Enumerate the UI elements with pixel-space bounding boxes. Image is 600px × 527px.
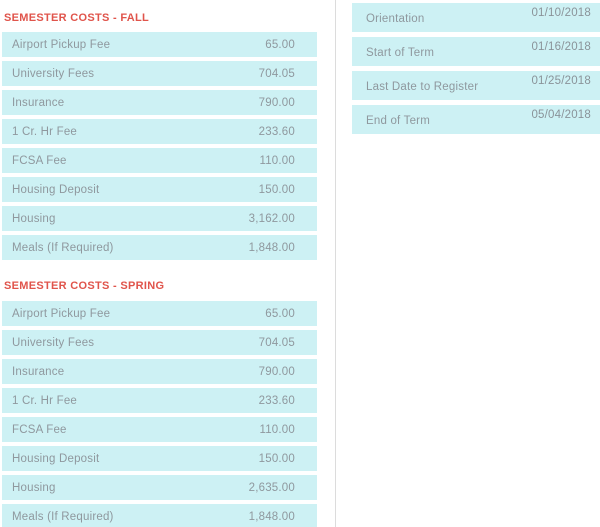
fall-section-title: SEMESTER COSTS - FALL [4, 12, 150, 24]
fee-label: Housing Deposit [12, 452, 100, 465]
date-label: Orientation [366, 13, 425, 25]
date-row: Orientation 01/10/2018 [352, 3, 600, 32]
column-divider [335, 0, 336, 527]
spring-section-title: SEMESTER COSTS - SPRING [4, 280, 165, 292]
fee-value: 704.05 [258, 67, 295, 80]
table-row: Airport Pickup Fee 65.00 [2, 32, 317, 57]
date-value: 01/16/2018 [531, 41, 591, 53]
dates-column: Orientation 01/10/2018 Start of Term 01/… [352, 3, 600, 139]
table-row: FCSA Fee 110.00 [2, 417, 317, 442]
fee-value: 1,848.00 [248, 510, 295, 523]
date-value: 05/04/2018 [531, 109, 591, 121]
table-row: 1 Cr. Hr Fee 233.60 [2, 119, 317, 144]
fee-label: FCSA Fee [12, 154, 67, 167]
fee-value: 65.00 [265, 38, 295, 51]
date-label: Last Date to Register [366, 81, 479, 93]
fee-label: Meals (If Required) [12, 241, 114, 254]
fee-value: 150.00 [258, 452, 295, 465]
table-row: Insurance 790.00 [2, 359, 317, 384]
fee-value: 150.00 [258, 183, 295, 196]
table-row: FCSA Fee 110.00 [2, 148, 317, 173]
table-row: Insurance 790.00 [2, 90, 317, 115]
fee-label: Housing [12, 212, 56, 225]
fee-value: 233.60 [258, 394, 295, 407]
fee-label: FCSA Fee [12, 423, 67, 436]
date-label: End of Term [366, 115, 430, 127]
fee-value: 1,848.00 [248, 241, 295, 254]
fee-label: University Fees [12, 67, 95, 80]
fee-label: Meals (If Required) [12, 510, 114, 523]
fee-label: Insurance [12, 365, 65, 378]
fee-value: 233.60 [258, 125, 295, 138]
fee-label: Airport Pickup Fee [12, 307, 111, 320]
fee-value: 704.05 [258, 336, 295, 349]
spring-fees-table: Airport Pickup Fee 65.00 University Fees… [2, 301, 317, 527]
fee-value: 3,162.00 [248, 212, 295, 225]
fee-label: Insurance [12, 96, 65, 109]
date-row: End of Term 05/04/2018 [352, 105, 600, 134]
date-value: 01/10/2018 [531, 7, 591, 19]
date-label: Start of Term [366, 47, 435, 59]
table-row: Housing 2,635.00 [2, 475, 317, 500]
fee-label: Housing [12, 481, 56, 494]
table-row: Housing 3,162.00 [2, 206, 317, 231]
fee-label: University Fees [12, 336, 95, 349]
table-row: Meals (If Required) 1,848.00 [2, 235, 317, 260]
fee-value: 790.00 [258, 96, 295, 109]
date-row: Start of Term 01/16/2018 [352, 37, 600, 66]
table-row: 1 Cr. Hr Fee 233.60 [2, 388, 317, 413]
fee-value: 790.00 [258, 365, 295, 378]
table-row: Housing Deposit 150.00 [2, 177, 317, 202]
table-row: Housing Deposit 150.00 [2, 446, 317, 471]
fee-label: Airport Pickup Fee [12, 38, 111, 51]
fee-value: 65.00 [265, 307, 295, 320]
table-row: University Fees 704.05 [2, 61, 317, 86]
fee-label: 1 Cr. Hr Fee [12, 125, 78, 138]
fee-label: 1 Cr. Hr Fee [12, 394, 78, 407]
table-row: Airport Pickup Fee 65.00 [2, 301, 317, 326]
fee-value: 2,635.00 [248, 481, 295, 494]
date-value: 01/25/2018 [531, 75, 591, 87]
fall-fees-table: Airport Pickup Fee 65.00 University Fees… [2, 32, 317, 264]
date-row: Last Date to Register 01/25/2018 [352, 71, 600, 100]
table-row: University Fees 704.05 [2, 330, 317, 355]
fee-value: 110.00 [259, 423, 295, 436]
fee-value: 110.00 [259, 154, 295, 167]
fee-label: Housing Deposit [12, 183, 100, 196]
table-row: Meals (If Required) 1,848.00 [2, 504, 317, 527]
